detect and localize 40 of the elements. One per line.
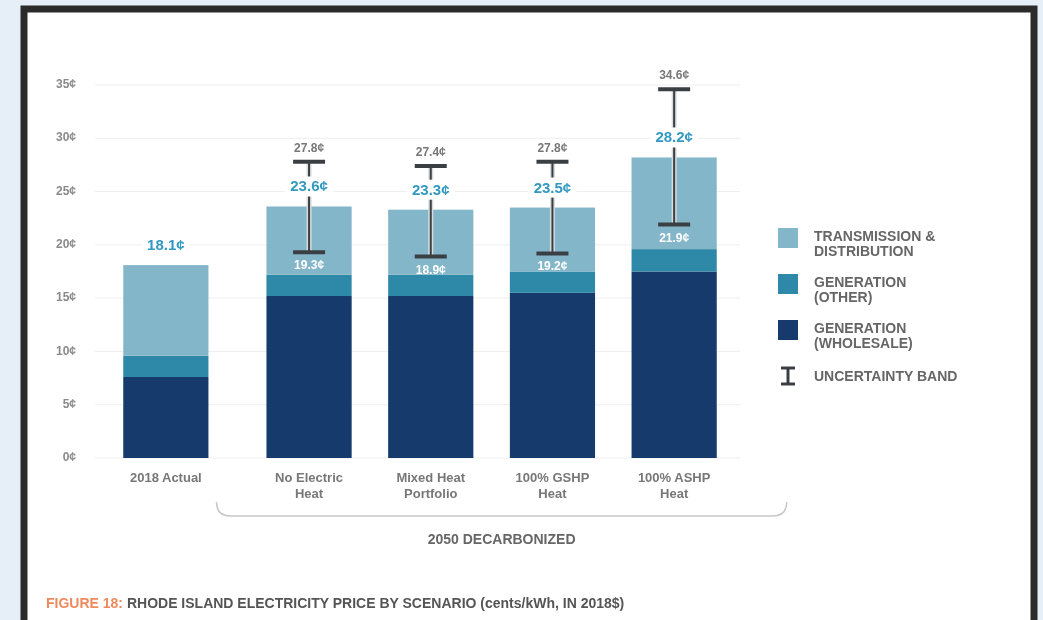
annotation: 27.8¢ xyxy=(537,140,568,155)
bar xyxy=(509,271,596,293)
bar xyxy=(631,249,717,272)
bar xyxy=(266,274,352,297)
total-label: 18.1¢ xyxy=(147,236,185,254)
total-label: 23.6¢ xyxy=(290,177,328,195)
annotation: 27.4¢ xyxy=(415,144,447,159)
x-tick-label: 100% GSHP Heat xyxy=(515,470,590,501)
annotation: 21.9¢ xyxy=(659,230,690,245)
annotation: 18.9¢ xyxy=(415,262,447,277)
legend-label: GENERATION (WHOLESALE) xyxy=(814,320,913,351)
text: UNCERTAINTY BAND xyxy=(814,368,958,384)
x-tick-label: 2018 Actual xyxy=(129,470,202,485)
bar xyxy=(509,292,596,458)
y-tick-label: 30¢ xyxy=(55,130,77,145)
y-tick-label: 20¢ xyxy=(55,237,77,252)
bar xyxy=(631,271,717,458)
bar xyxy=(266,296,352,458)
text: 2050 DECARBONIZED xyxy=(427,531,576,547)
bar xyxy=(388,274,474,297)
legend-label: TRANSMISSION & DISTRIBUTION xyxy=(814,228,936,259)
x-tick-label: Mixed Heat Portfolio xyxy=(396,470,466,501)
y-tick-label: 35¢ xyxy=(55,77,77,92)
annotation: 19.3¢ xyxy=(294,258,325,273)
annotation: 19.2¢ xyxy=(537,259,568,274)
y-tick-label: 25¢ xyxy=(55,183,77,198)
text: FIGURE 18: RHODE ISLAND ELECTRICITY PRICE BY SCENARIO (cents/kWh, IN 2018$) xyxy=(46,595,625,611)
x-tick-label: No Electric Heat xyxy=(275,470,344,501)
total-label: 23.5¢ xyxy=(533,178,572,196)
x-tick-label: 100% ASHP Heat xyxy=(637,470,711,501)
legend-label: GENERATION (OTHER) xyxy=(814,274,907,305)
total-label: 23.3¢ xyxy=(411,180,450,198)
y-tick-label: 10¢ xyxy=(55,343,77,358)
annotation: 27.8¢ xyxy=(294,140,325,155)
y-tick-label: 5¢ xyxy=(62,396,77,411)
y-tick-label: 0¢ xyxy=(62,450,77,465)
y-tick-label: 15¢ xyxy=(55,290,77,305)
annotation: 34.6¢ xyxy=(659,68,690,83)
bar xyxy=(388,296,474,458)
total-label: 28.2¢ xyxy=(655,128,693,146)
